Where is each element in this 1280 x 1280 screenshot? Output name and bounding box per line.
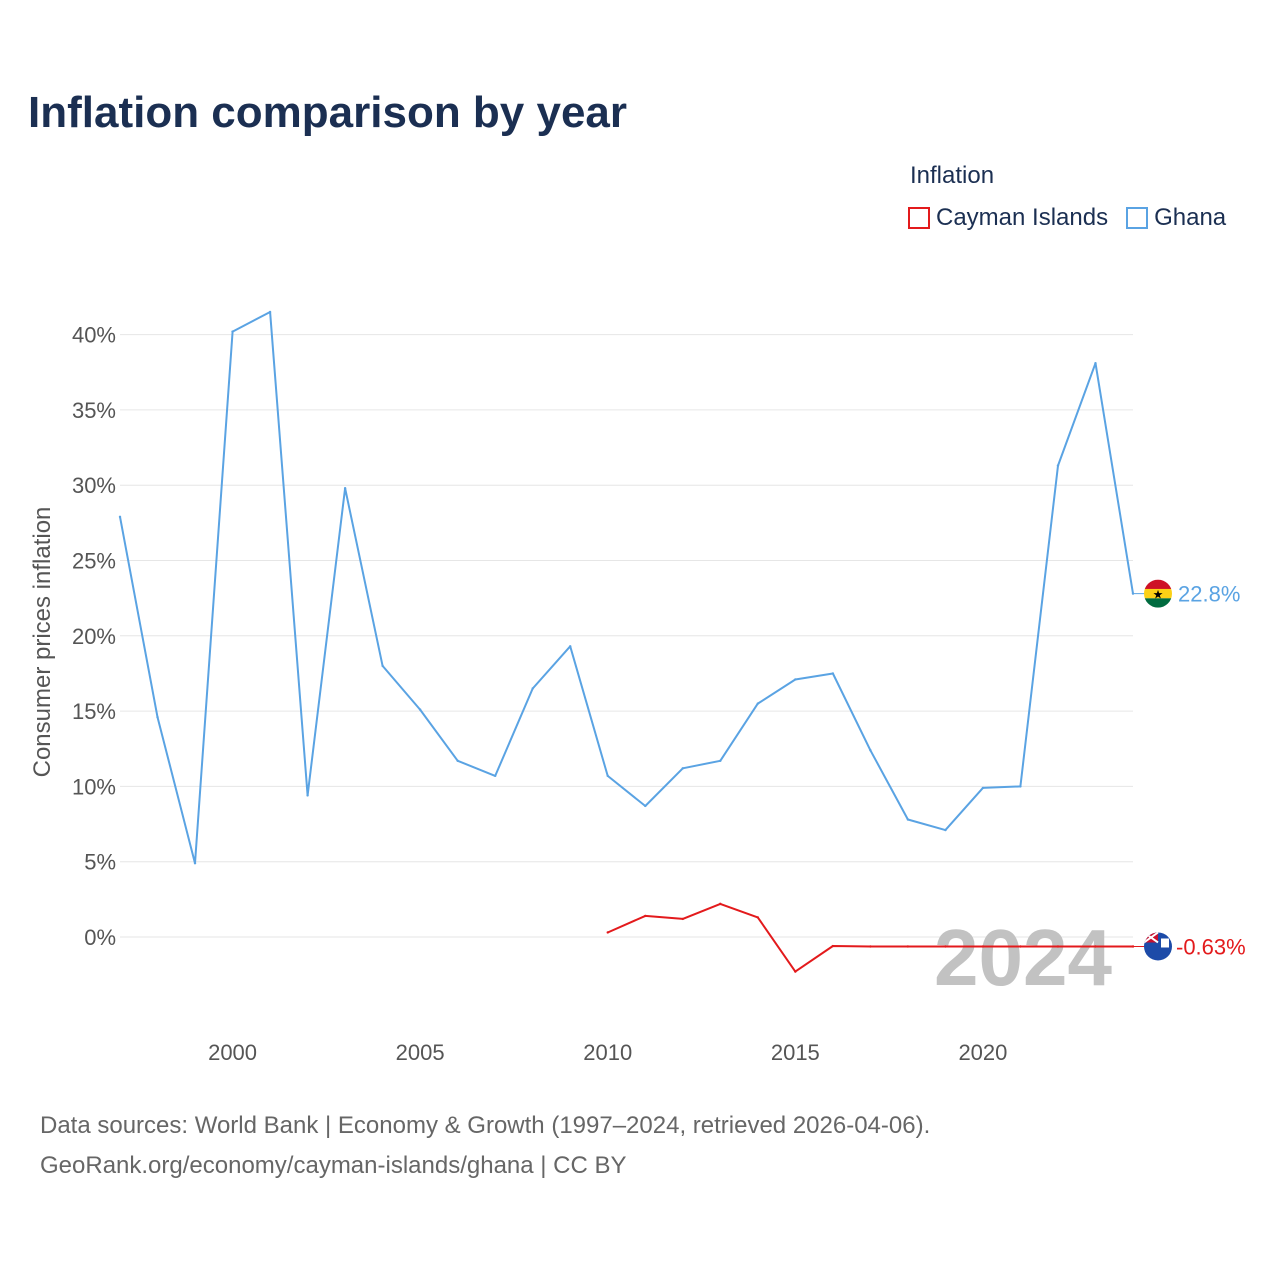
data-point-ghana bbox=[869, 749, 872, 752]
y-axis-title: Consumer prices inflation bbox=[29, 507, 56, 778]
data-point-cayman-islands bbox=[681, 917, 684, 921]
chart-title: Inflation comparison by year bbox=[28, 88, 628, 137]
data-point-ghana bbox=[531, 687, 534, 690]
data-point-ghana bbox=[794, 678, 797, 681]
data-point-ghana bbox=[118, 515, 122, 519]
y-tick-label: 5% bbox=[84, 850, 116, 875]
data-point-cayman-islands bbox=[869, 945, 872, 948]
y-tick-label: 20% bbox=[72, 624, 116, 649]
cayman-islands-flag-icon bbox=[1144, 932, 1172, 961]
data-point-ghana bbox=[719, 759, 722, 762]
data-point-cayman-islands bbox=[719, 902, 722, 906]
data-point-cayman-islands bbox=[1056, 945, 1060, 948]
legend-label-cayman-islands: Cayman Islands bbox=[936, 204, 1109, 231]
y-tick-label: 0% bbox=[84, 925, 116, 950]
data-point-ghana bbox=[1019, 785, 1022, 788]
y-tick-label: 30% bbox=[72, 473, 116, 498]
cayman-islands-end-label: -0.63% bbox=[1176, 934, 1246, 959]
ghana-end-label: 22.8% bbox=[1178, 582, 1240, 607]
data-point-cayman-islands bbox=[831, 944, 835, 948]
x-tick-label: 2010 bbox=[583, 1040, 632, 1065]
year-watermark: 2024 bbox=[934, 913, 1112, 1002]
data-point-ghana bbox=[606, 774, 609, 778]
y-tick-label: 15% bbox=[72, 699, 116, 724]
legend: Inflation Cayman Islands Ghana bbox=[908, 162, 1226, 231]
data-point-ghana bbox=[418, 708, 422, 711]
legend-swatch-cayman-islands bbox=[908, 207, 930, 229]
legend-item-cayman-islands[interactable]: Cayman Islands bbox=[908, 204, 1108, 232]
data-point-cayman-islands bbox=[756, 916, 760, 919]
legend-swatch-ghana bbox=[1126, 207, 1149, 229]
x-tick-label: 2005 bbox=[396, 1040, 445, 1065]
data-point-ghana bbox=[193, 862, 197, 865]
legend-item-ghana[interactable]: Ghana bbox=[1126, 204, 1226, 232]
data-point-cayman-islands bbox=[1019, 945, 1022, 948]
data-point-ghana bbox=[343, 487, 347, 490]
data-point-ghana bbox=[231, 330, 234, 333]
data-point-ghana bbox=[1056, 464, 1060, 467]
data-point-ghana bbox=[569, 645, 572, 648]
data-point-cayman-islands bbox=[606, 931, 609, 934]
data-point-cayman-islands bbox=[794, 970, 797, 973]
data-point-ghana bbox=[268, 310, 272, 314]
ghana-flag-icon: ★ bbox=[1144, 579, 1172, 608]
data-point-ghana bbox=[644, 804, 647, 808]
data-point-ghana bbox=[156, 715, 159, 719]
footer-source: Data sources: World Bank | Economy & Gro… bbox=[40, 1112, 931, 1139]
data-point-ghana bbox=[831, 672, 835, 675]
data-point-ghana bbox=[944, 828, 947, 832]
data-point-ghana bbox=[381, 664, 384, 668]
data-point-ghana bbox=[981, 786, 985, 790]
series-group bbox=[118, 310, 1158, 973]
data-point-cayman-islands bbox=[644, 914, 647, 918]
x-axis-ticks: 2000 2005 2010 2015 2020 bbox=[208, 1040, 1007, 1065]
data-point-ghana bbox=[456, 759, 459, 762]
series-line-ghana bbox=[119, 311, 1134, 865]
y-tick-label: 10% bbox=[72, 774, 116, 799]
x-tick-label: 2000 bbox=[208, 1040, 257, 1065]
data-point-ghana bbox=[756, 702, 760, 705]
data-point-cayman-islands bbox=[1094, 945, 1097, 948]
data-point-ghana bbox=[681, 767, 684, 770]
svg-text:★: ★ bbox=[1153, 588, 1164, 602]
footer: Data sources: World Bank | Economy & Gro… bbox=[40, 1106, 930, 1186]
data-point-cayman-islands bbox=[981, 945, 985, 948]
y-axis-ticks: 0% 5% 10% 15% 20% 25% 30% 35% 40% bbox=[72, 323, 116, 950]
data-point-ghana bbox=[906, 818, 910, 821]
line-chart: 2024 0%5%10%15%20%25%30%35%40% 2000 2005 2… bbox=[29, 310, 1246, 1065]
footer-link[interactable]: GeoRank.org/economy/cayman-islands/ghana… bbox=[40, 1152, 627, 1179]
data-point-ghana bbox=[1094, 362, 1097, 365]
grid-lines bbox=[120, 334, 1133, 938]
legend-label-ghana: Ghana bbox=[1154, 204, 1227, 231]
y-tick-label: 35% bbox=[72, 398, 116, 423]
data-point-cayman-islands bbox=[944, 945, 947, 948]
legend-title: Inflation bbox=[910, 162, 995, 189]
data-point-cayman-islands bbox=[906, 945, 910, 948]
x-tick-label: 2015 bbox=[771, 1040, 820, 1065]
data-point-ghana bbox=[493, 774, 497, 778]
y-tick-label: 25% bbox=[72, 549, 116, 574]
x-tick-label: 2020 bbox=[958, 1040, 1007, 1065]
data-point-ghana bbox=[306, 794, 309, 797]
y-tick-label: 40% bbox=[72, 323, 116, 348]
